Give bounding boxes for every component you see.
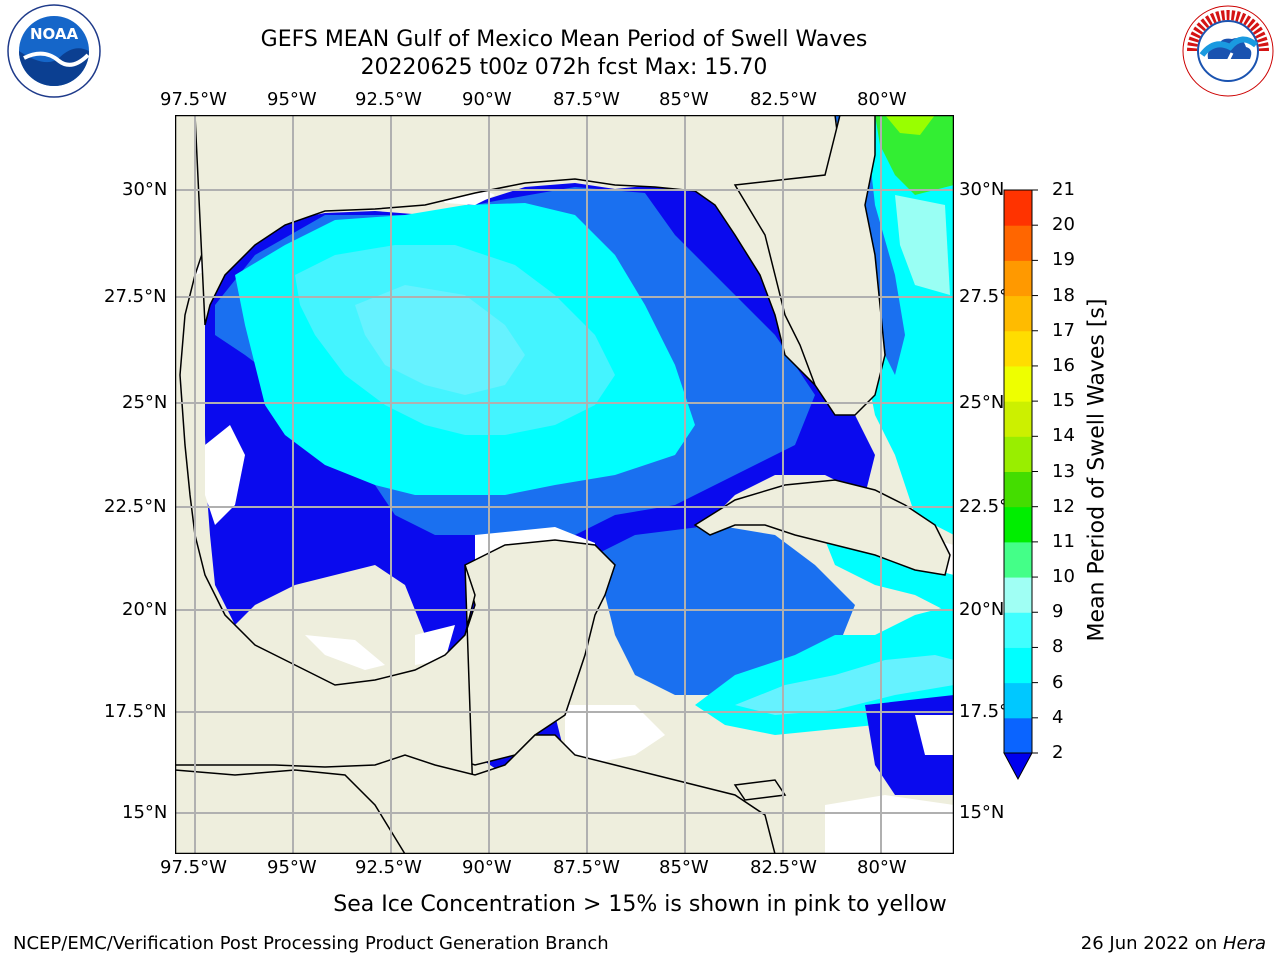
lat-label-right: 15°N	[959, 802, 1005, 823]
central-america-land	[175, 734, 776, 854]
colorbar-tick-label: 19	[1052, 249, 1075, 271]
colorbar-tick-label: 12	[1052, 495, 1075, 517]
mexico-west-land	[175, 115, 476, 854]
lat-label-left: 27.5°N	[104, 286, 167, 307]
colorbar-tick-label: 17	[1052, 319, 1075, 341]
colorbar-segment	[1004, 365, 1032, 402]
light-cyan-core-inner	[355, 285, 525, 395]
colorbar-segment	[1004, 436, 1032, 472]
colorbar-segment	[1004, 260, 1032, 297]
colorbar-tick-label: 18	[1052, 284, 1075, 306]
lon-label-top: 90°W	[462, 89, 512, 110]
colorbar-tick-label: 2	[1052, 742, 1064, 763]
colorbar-tick-label: 11	[1052, 530, 1075, 552]
colorbar-segment	[1004, 506, 1032, 543]
colorbar-segment	[1004, 577, 1032, 613]
colorbar-segment	[1004, 330, 1032, 367]
lon-label-top: 80°W	[857, 89, 907, 110]
lon-label-bottom: 85°W	[659, 857, 709, 878]
lon-label-bottom: 80°W	[857, 857, 907, 878]
gridlines	[175, 115, 954, 854]
lon-label-top: 87.5°W	[553, 89, 620, 110]
lon-label-bottom: 95°W	[267, 857, 317, 878]
lat-label-left: 22.5°N	[104, 496, 167, 517]
noaa-logo-text: NOAA	[30, 25, 79, 43]
colorbar-tick-label: 20	[1052, 214, 1075, 236]
colorbar-segment	[1004, 225, 1032, 261]
colorbar-segment	[1004, 541, 1032, 578]
colorbar-segment	[1004, 612, 1032, 648]
lon-label-top: 95°W	[267, 89, 317, 110]
lat-label-left: 20°N	[122, 599, 168, 620]
colorbar-segment	[1004, 295, 1032, 332]
noaa-logo: NOAA	[7, 4, 101, 98]
lon-label-top: 85°W	[659, 89, 709, 110]
colorbar-tick-label: 14	[1052, 425, 1075, 447]
lon-label-top: 82.5°W	[750, 89, 817, 110]
map-subtitle: 20220625 t00z 072h fcst Max: 15.70	[360, 55, 768, 80]
nws-logo	[1182, 5, 1274, 97]
lat-label-left: 15°N	[122, 802, 168, 823]
colorbar-tick-label: 16	[1052, 354, 1075, 376]
caribbean-pale-band	[735, 655, 954, 715]
map-title: GEFS MEAN Gulf of Mexico Mean Period of …	[260, 27, 868, 52]
colorbar-tick-label: 10	[1052, 566, 1075, 588]
footer-host: Hera	[1222, 933, 1266, 954]
colorbar	[1003, 189, 1038, 781]
colorbar-tick-label: 9	[1052, 601, 1064, 623]
sea-ice-note: Sea Ice Concentration > 15% is shown in …	[333, 892, 947, 917]
lon-label-bottom: 87.5°W	[553, 857, 620, 878]
lat-label-left: 30°N	[122, 179, 168, 200]
lat-label-right: 25°N	[959, 392, 1005, 413]
lon-label-top: 97.5°W	[160, 89, 227, 110]
lon-label-top: 92.5°W	[355, 89, 422, 110]
lon-label-bottom: 82.5°W	[750, 857, 817, 878]
footer-date: 26 Jun 2022 on Hera	[1081, 934, 1266, 954]
colorbar-tick-label: 13	[1052, 460, 1075, 482]
cuba-land	[693, 479, 951, 576]
colorbar-tick-label: 6	[1052, 671, 1064, 693]
gulf-of-mexico-map	[175, 115, 954, 854]
footer-credit: NCEP/EMC/Verification Post Processing Pr…	[13, 933, 609, 954]
colorbar-segment	[1004, 401, 1032, 437]
colorbar-segment	[1004, 647, 1032, 684]
atlantic-green	[875, 115, 954, 195]
colorbar-label: Mean Period of Swell Waves [s]	[1084, 298, 1110, 642]
lat-label-left: 17.5°N	[104, 701, 167, 722]
atlantic-lime	[885, 115, 935, 135]
lat-label-left: 25°N	[122, 392, 168, 413]
colorbar-segment	[1004, 471, 1032, 508]
colorbar-tick-label: 21	[1052, 179, 1075, 200]
colorbar-tick-label: 8	[1052, 636, 1064, 658]
colorbar-segment	[1004, 682, 1032, 719]
lat-label-right: 20°N	[959, 599, 1005, 620]
lon-label-bottom: 97.5°W	[160, 857, 227, 878]
colorbar-tick-label: 15	[1052, 390, 1075, 412]
lon-label-bottom: 92.5°W	[355, 857, 422, 878]
colorbar-segment	[1004, 190, 1032, 226]
map-frame	[175, 115, 954, 854]
atlantic-pale	[895, 195, 950, 295]
colorbar-tick-label: 4	[1052, 706, 1064, 728]
lon-label-bottom: 90°W	[462, 857, 512, 878]
colorbar-segment	[1004, 717, 1032, 754]
footer-date-text: 26 Jun 2022 on	[1080, 933, 1223, 954]
colorbar-extend-arrow	[1003, 752, 1033, 781]
lat-label-right: 30°N	[959, 179, 1005, 200]
